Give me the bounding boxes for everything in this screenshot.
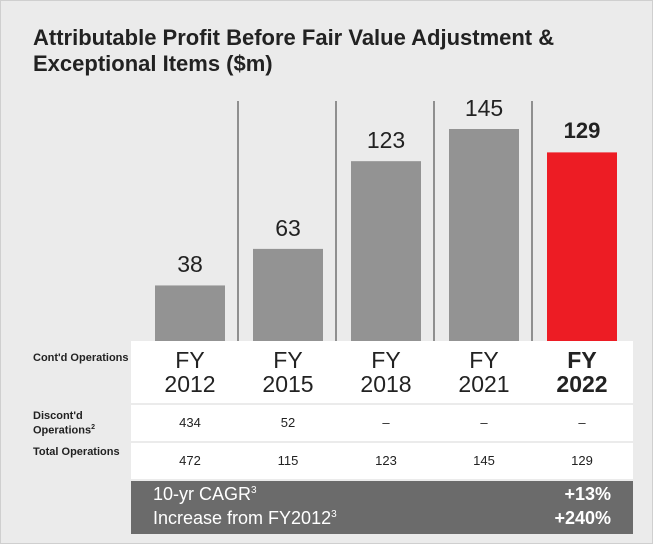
chart-title: Attributable Profit Before Fair Value Ad… (33, 25, 555, 76)
bar (547, 152, 617, 341)
x-tick-label: FY 2021 (458, 347, 510, 397)
footnote-mark: 3 (331, 509, 337, 520)
row-label: Cont'd Operations (33, 353, 133, 364)
value-label: 63 (275, 214, 301, 241)
value-label: 123 (366, 127, 406, 154)
summary-box: 10-yr CAGR3 +13% Increase from FY20123 +240… (131, 481, 633, 534)
row-label: Discont'd Operations2 (33, 411, 133, 437)
summary-label-text: 10-yr CAGR (153, 484, 252, 504)
row-panel (131, 405, 633, 441)
summary-label-text: Increase from FY2012 (153, 508, 332, 528)
bar (155, 285, 225, 341)
row-label-text: Discont'd Operations (33, 410, 92, 437)
summary-label: 10-yr CAGR3 (153, 484, 257, 505)
table-cell: – (382, 415, 390, 430)
row-label-text: Cont'd Operations (33, 352, 129, 364)
table-cell: 472 (179, 453, 201, 468)
table-cell: 434 (179, 415, 201, 430)
bar (253, 248, 323, 341)
summary-label: Increase from FY20123 (153, 508, 337, 529)
x-tick-label: FY 2018 (360, 347, 412, 397)
table-cell: 115 (277, 453, 299, 468)
category-panel (131, 341, 633, 403)
summary-value: +240% (554, 508, 611, 528)
x-tick-label: FY 2022 (556, 347, 608, 397)
bar (449, 129, 519, 341)
row-label: Total Operations (33, 447, 133, 458)
footnote-mark: 3 (251, 485, 257, 496)
table-cell: 52 (280, 415, 296, 430)
value-label: 145 (464, 95, 504, 121)
footnote-mark: 2 (91, 424, 95, 431)
bar (351, 161, 421, 341)
table-cell: 129 (571, 453, 593, 468)
x-tick-label: FY 2012 (164, 347, 216, 397)
row-panel (131, 443, 633, 479)
x-tick-label: FY 2015 (262, 347, 314, 397)
row-label-text: Total Operations (33, 446, 120, 458)
table-cell: 145 (473, 453, 495, 468)
summary-value: +13% (564, 484, 611, 504)
value-label: 38 (177, 251, 203, 278)
table-cell: 123 (375, 453, 397, 468)
value-label: 129 (563, 118, 601, 144)
table-cell: – (480, 415, 488, 430)
table-cell: – (578, 415, 586, 430)
